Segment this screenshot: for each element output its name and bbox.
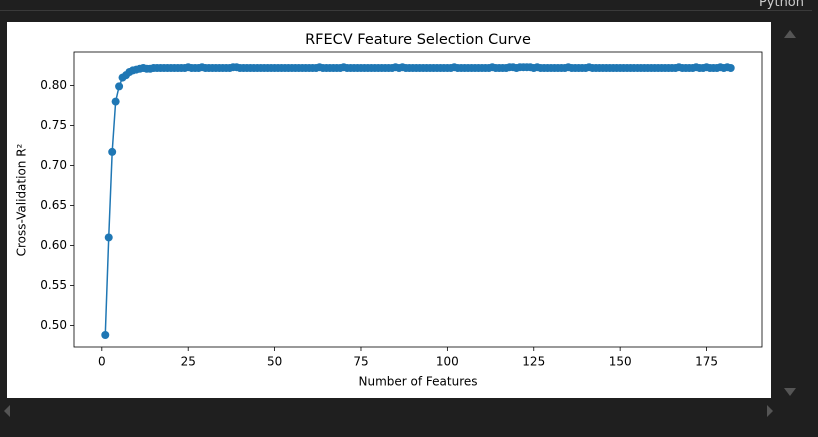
y-tick-label: 0.60 — [40, 238, 67, 252]
plot: RFECV Feature Selection Curve Number of … — [15, 32, 763, 389]
axes-frame — [73, 51, 763, 348]
x-tick-label: 50 — [267, 355, 282, 369]
scroll-up[interactable] — [784, 30, 796, 38]
x-tick-label: 150 — [609, 355, 632, 369]
toolbar-border — [0, 10, 812, 11]
chart-title: RFECV Feature Selection Curve — [305, 32, 531, 48]
y-tick-label: 0.65 — [40, 198, 67, 212]
point — [726, 63, 735, 72]
point — [111, 97, 120, 106]
point — [108, 147, 117, 156]
x-tick-label: 125 — [522, 355, 545, 369]
x-tick-label: 75 — [353, 355, 368, 369]
y-tick-label: 0.70 — [40, 158, 67, 172]
x-tick-label: 25 — [181, 355, 196, 369]
y-tick-label: 0.55 — [40, 278, 67, 292]
y-tick-label: 0.50 — [40, 318, 67, 332]
x-axis-label: Number of Features — [359, 375, 478, 389]
scroll-left[interactable] — [4, 405, 10, 417]
x-tick-label: 0 — [98, 355, 106, 369]
x-tick-label: 175 — [695, 355, 718, 369]
y-tick-label: 0.80 — [40, 78, 67, 92]
figure — [7, 22, 771, 398]
x-tick-label: 100 — [436, 355, 459, 369]
kernel-label[interactable]: Python — [758, 0, 804, 10]
y-axis-label: Cross-Validation R² — [15, 143, 29, 256]
point — [115, 82, 124, 91]
y-tick-label: 0.75 — [40, 118, 67, 132]
scroll-right[interactable] — [767, 405, 773, 417]
point — [101, 331, 110, 340]
scroll-down[interactable] — [784, 388, 796, 396]
point — [104, 233, 113, 242]
